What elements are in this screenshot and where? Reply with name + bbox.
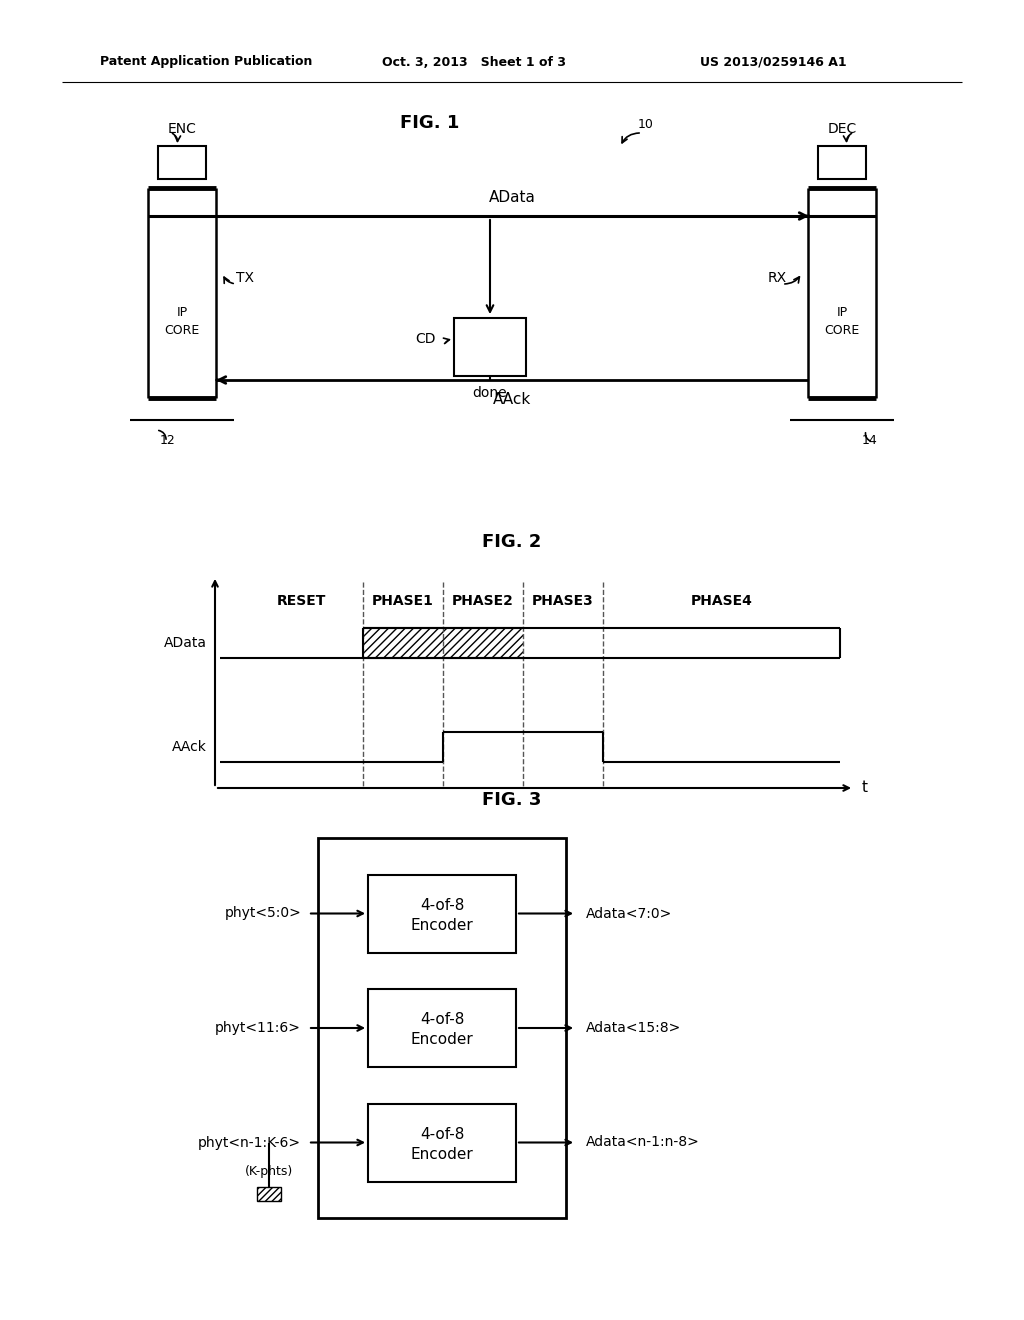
Text: US 2013/0259146 A1: US 2013/0259146 A1 [700, 55, 847, 69]
Text: Adata<n-1:n-8>: Adata<n-1:n-8> [586, 1135, 699, 1150]
Bar [454, 318, 526, 376]
Text: PHASE2: PHASE2 [452, 594, 514, 609]
Text: Encoder: Encoder [411, 1147, 473, 1162]
Text: IP: IP [176, 306, 187, 319]
Text: PHASE4: PHASE4 [690, 594, 753, 609]
Text: Adata<7:0>: Adata<7:0> [586, 907, 672, 920]
Text: Encoder: Encoder [411, 1032, 473, 1048]
Bar [158, 147, 206, 180]
Text: Encoder: Encoder [411, 917, 473, 933]
Text: IP: IP [837, 306, 848, 319]
Text: Patent Application Publication: Patent Application Publication [100, 55, 312, 69]
Text: RX: RX [768, 271, 787, 285]
Bar [257, 1187, 281, 1200]
Text: phyt<11:6>: phyt<11:6> [215, 1020, 301, 1035]
Text: 4-of-8: 4-of-8 [420, 1127, 464, 1142]
Bar [362, 628, 523, 657]
Text: 4-of-8: 4-of-8 [420, 1012, 464, 1027]
Text: Adata<15:8>: Adata<15:8> [586, 1020, 681, 1035]
Text: 14: 14 [862, 434, 878, 447]
Text: 12: 12 [160, 434, 176, 447]
Text: Oct. 3, 2013   Sheet 1 of 3: Oct. 3, 2013 Sheet 1 of 3 [382, 55, 566, 69]
Text: DEC: DEC [827, 121, 857, 136]
Text: t: t [862, 780, 868, 796]
Text: FIG. 1: FIG. 1 [400, 114, 460, 132]
Text: ENC: ENC [168, 121, 197, 136]
Text: PHASE1: PHASE1 [372, 594, 434, 609]
Text: 10: 10 [638, 119, 654, 132]
Bar [368, 1104, 516, 1181]
Text: FIG. 3: FIG. 3 [482, 791, 542, 809]
Text: PHASE3: PHASE3 [532, 594, 594, 609]
Bar [368, 989, 516, 1067]
Text: phyt<n-1:K-6>: phyt<n-1:K-6> [198, 1135, 301, 1150]
Text: done: done [473, 385, 507, 400]
Text: CD: CD [416, 333, 436, 346]
Bar [818, 147, 866, 180]
Text: FIG. 2: FIG. 2 [482, 533, 542, 550]
Text: TX: TX [236, 271, 254, 285]
Bar [318, 838, 566, 1218]
Text: 4-of-8: 4-of-8 [420, 898, 464, 913]
Text: AAck: AAck [493, 392, 531, 407]
Text: CORE: CORE [824, 325, 859, 338]
Text: AData: AData [164, 636, 207, 649]
Text: AData: AData [488, 190, 536, 205]
Text: phyt<5:0>: phyt<5:0> [224, 907, 301, 920]
Bar [368, 874, 516, 953]
Text: AAck: AAck [172, 741, 207, 754]
Text: CORE: CORE [165, 325, 200, 338]
Text: RESET: RESET [276, 594, 326, 609]
Text: (K-phts): (K-phts) [245, 1164, 293, 1177]
